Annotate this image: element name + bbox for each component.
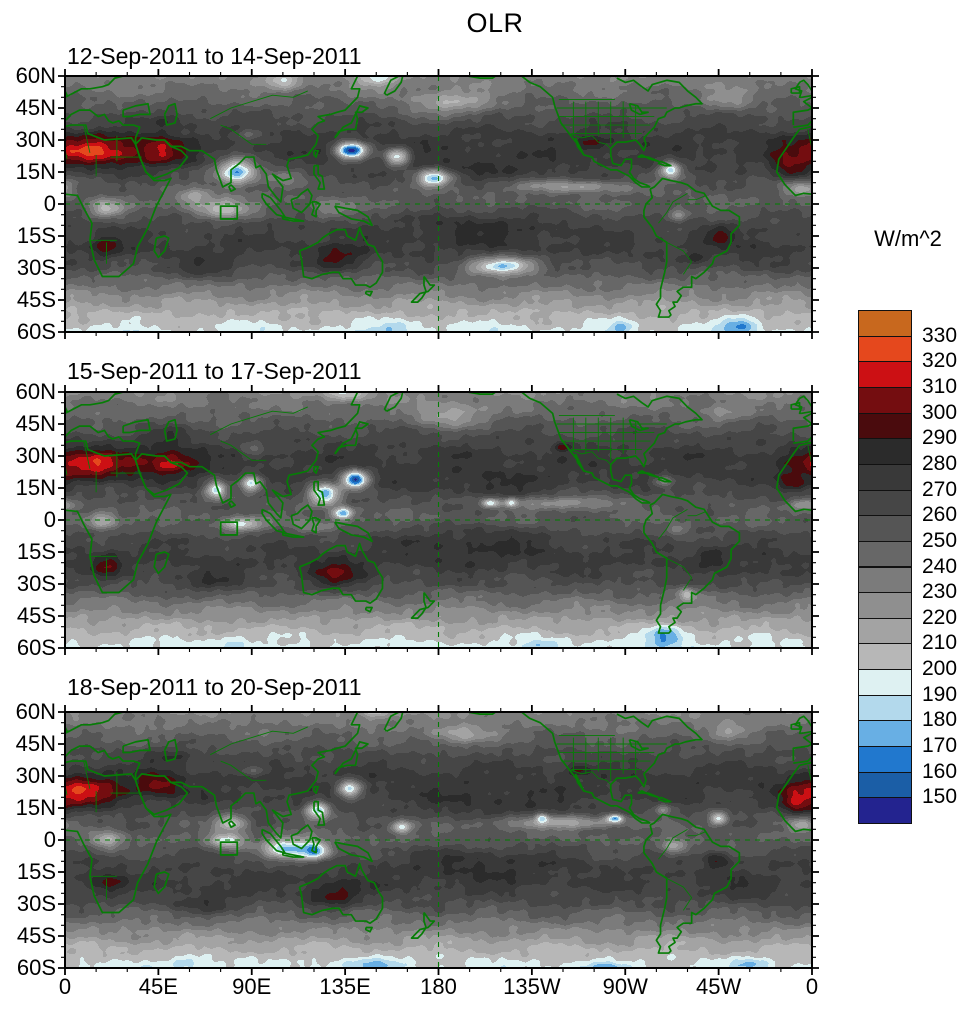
colorbar-segment bbox=[858, 361, 912, 388]
colorbar-tick-label: 230 bbox=[922, 580, 958, 604]
colorbar-tick-label: 160 bbox=[922, 759, 958, 783]
colorbar-segment bbox=[858, 386, 912, 414]
panel-3-title: 18-Sep-2011 to 20-Sep-2011 bbox=[67, 674, 362, 700]
lat-tick-label: 60N bbox=[15, 699, 56, 724]
colorbar-tick-label: 180 bbox=[922, 708, 958, 732]
colorbar-tick-label: 200 bbox=[922, 657, 958, 681]
lon-tick-label: 90W bbox=[602, 974, 648, 999]
colorbar-segment bbox=[858, 335, 912, 363]
lat-tick-label: 30N bbox=[15, 443, 56, 468]
colorbar-tick-label: 250 bbox=[922, 528, 958, 552]
colorbar-segment bbox=[858, 310, 912, 337]
lat-tick-label: 15S bbox=[16, 223, 56, 248]
panel-1-title: 12-Sep-2011 to 14-Sep-2011 bbox=[67, 43, 362, 69]
lat-tick-label: 0 bbox=[43, 507, 56, 532]
figure-title: OLR bbox=[466, 8, 524, 38]
lat-tick-label: 30S bbox=[16, 891, 56, 916]
lat-tick-label: 45N bbox=[15, 411, 56, 436]
colorbar-tick-label: 170 bbox=[922, 734, 958, 758]
colorbar-units-label: W/m^2 bbox=[874, 226, 942, 251]
lat-tick-label: 15N bbox=[15, 795, 56, 820]
colorbar-segment bbox=[858, 540, 912, 568]
colorbar-segment bbox=[858, 412, 912, 440]
lon-tick-label: 0 bbox=[805, 974, 819, 999]
lat-tick-label: 45N bbox=[15, 731, 56, 756]
lat-tick-label: 30S bbox=[16, 571, 56, 596]
lon-tick-label: 135W bbox=[503, 974, 561, 999]
colorbar-tick-label: 220 bbox=[922, 605, 958, 629]
colorbar-segment bbox=[858, 515, 912, 542]
lon-tick-label: 0 bbox=[58, 974, 72, 999]
lat-tick-label: 30N bbox=[15, 127, 56, 152]
lon-tick-label: 180 bbox=[420, 974, 457, 999]
lat-tick-label: 15N bbox=[15, 159, 56, 184]
colorbar-tick-label: 290 bbox=[922, 426, 958, 450]
lat-tick-label: 60S bbox=[16, 635, 56, 660]
lat-tick-label: 45S bbox=[16, 923, 56, 948]
colorbar-segment bbox=[858, 746, 912, 773]
colorbar-tick-label: 270 bbox=[922, 477, 958, 501]
colorbar-segment bbox=[858, 489, 912, 517]
lon-tick-label: 90E bbox=[232, 974, 272, 999]
colorbar-tick-label: 320 bbox=[922, 349, 958, 373]
colorbar-tick-label: 210 bbox=[922, 631, 958, 655]
colorbar-tick-label: 260 bbox=[922, 503, 958, 527]
colorbar-tick-label: 150 bbox=[922, 785, 958, 809]
colorbar-segment bbox=[858, 669, 912, 696]
colorbar-segment bbox=[858, 643, 912, 671]
colorbar-segment bbox=[858, 617, 912, 645]
lat-tick-label: 15N bbox=[15, 475, 56, 500]
lon-tick-label: 135E bbox=[319, 974, 371, 999]
colorbar-tick-label: 280 bbox=[922, 451, 958, 475]
colorbar-segment bbox=[858, 771, 912, 799]
colorbar-segment bbox=[858, 592, 912, 619]
lat-tick-label: 60N bbox=[15, 63, 56, 88]
colorbar-tick-label: 330 bbox=[922, 323, 958, 347]
lat-tick-label: 30S bbox=[16, 255, 56, 280]
lat-tick-label: 45S bbox=[16, 603, 56, 628]
colorbar-segment bbox=[858, 438, 912, 465]
panel-2-title: 15-Sep-2011 to 17-Sep-2011 bbox=[67, 358, 362, 384]
lat-tick-label: 60N bbox=[15, 379, 56, 404]
lat-tick-label: 15S bbox=[16, 859, 56, 884]
lat-tick-label: 0 bbox=[43, 191, 56, 216]
lat-tick-label: 15S bbox=[16, 539, 56, 564]
colorbar-segment bbox=[858, 463, 912, 491]
colorbar-segment bbox=[858, 566, 912, 594]
lon-tick-label: 45E bbox=[138, 974, 178, 999]
lat-tick-label: 30N bbox=[15, 763, 56, 788]
colorbar-segment bbox=[858, 797, 912, 824]
colorbar-segment bbox=[858, 720, 912, 748]
map-panel-1 bbox=[55, 66, 822, 342]
map-panel-3 bbox=[55, 702, 822, 978]
colorbar-tick-label: 300 bbox=[922, 400, 958, 424]
colorbar-tick-label: 240 bbox=[922, 554, 958, 578]
lat-tick-label: 45S bbox=[16, 287, 56, 312]
colorbar-segment bbox=[858, 694, 912, 722]
colorbar-tick-label: 190 bbox=[922, 682, 958, 706]
lat-tick-label: 0 bbox=[43, 827, 56, 852]
map-panel-2 bbox=[55, 382, 822, 658]
colorbar-tick-label: 310 bbox=[922, 374, 958, 398]
lat-tick-label: 45N bbox=[15, 95, 56, 120]
lon-tick-label: 45W bbox=[696, 974, 742, 999]
lat-tick-label: 60S bbox=[16, 319, 56, 344]
lat-tick-label: 60S bbox=[16, 955, 56, 980]
